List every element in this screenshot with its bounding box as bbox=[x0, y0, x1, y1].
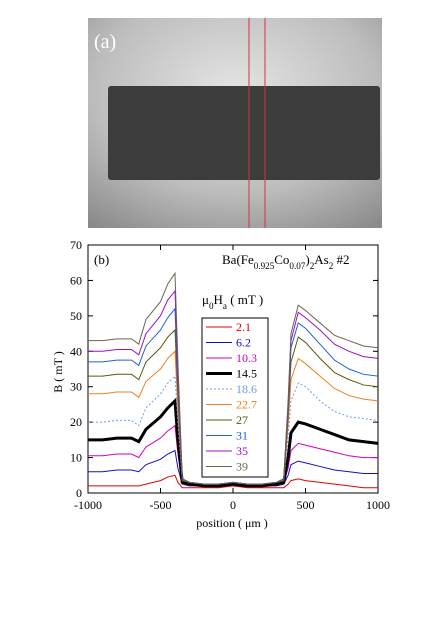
text-segment: 2 bbox=[310, 261, 315, 271]
text-segment: 0 bbox=[209, 301, 214, 311]
panel-label: (a) bbox=[94, 31, 116, 53]
text-segment: μ bbox=[202, 292, 209, 307]
y-tick-label: 60 bbox=[70, 273, 82, 287]
y-tick-label: 30 bbox=[70, 380, 82, 394]
legend-label: 10.3 bbox=[236, 351, 257, 365]
data-line bbox=[88, 474, 378, 489]
legend-label: 6.2 bbox=[236, 336, 251, 350]
x-tick-label: 500 bbox=[297, 498, 315, 512]
panel-label: (b) bbox=[94, 252, 109, 267]
legend-label: 22.7 bbox=[236, 398, 257, 412]
y-axis-label: B ( mT ) bbox=[51, 351, 65, 392]
text-segment: H bbox=[214, 292, 223, 307]
micrograph: (a) bbox=[88, 18, 382, 228]
text-segment: Ba(Fe bbox=[222, 252, 254, 267]
legend-label: 39 bbox=[236, 460, 248, 474]
legend-label: 35 bbox=[236, 444, 248, 458]
legend-label: 31 bbox=[236, 429, 248, 443]
sample-crystal bbox=[108, 86, 380, 180]
legend-label: 2.1 bbox=[236, 320, 251, 334]
y-tick-label: 70 bbox=[70, 238, 82, 252]
y-tick-label: 40 bbox=[70, 344, 82, 358]
data-line bbox=[88, 271, 379, 485]
x-tick-label: -1000 bbox=[74, 498, 102, 512]
legend-label: 14.5 bbox=[236, 367, 257, 381]
y-tick-label: 0 bbox=[76, 486, 82, 500]
text-segment: ( mT ) bbox=[227, 292, 263, 307]
x-tick-label: 0 bbox=[230, 498, 236, 512]
y-tick-label: 20 bbox=[70, 415, 82, 429]
text-segment: 2 bbox=[329, 261, 334, 271]
text-segment: Co bbox=[274, 252, 289, 267]
legend-label: 18.6 bbox=[236, 382, 257, 396]
text-segment: a bbox=[223, 301, 227, 311]
data-line bbox=[88, 397, 379, 488]
annotation: Ba(Fe0.925Co0.07)2As2 #2 bbox=[222, 252, 349, 271]
annotation: μ0Ha ( mT ) bbox=[202, 292, 263, 311]
legend-box bbox=[201, 317, 269, 478]
x-tick-label: -500 bbox=[150, 498, 172, 512]
legend-label: 27 bbox=[236, 413, 248, 427]
text-segment: 0.07 bbox=[289, 261, 305, 271]
y-tick-label: 10 bbox=[70, 451, 82, 465]
x-axis-label: position ( μm ) bbox=[196, 516, 267, 530]
x-tick-label: 1000 bbox=[366, 498, 390, 512]
text-segment: ) bbox=[305, 252, 309, 267]
text-segment: #2 bbox=[333, 252, 349, 267]
text-segment: As bbox=[314, 252, 328, 267]
text-segment: 0.925 bbox=[254, 261, 275, 271]
y-tick-label: 50 bbox=[70, 309, 82, 323]
